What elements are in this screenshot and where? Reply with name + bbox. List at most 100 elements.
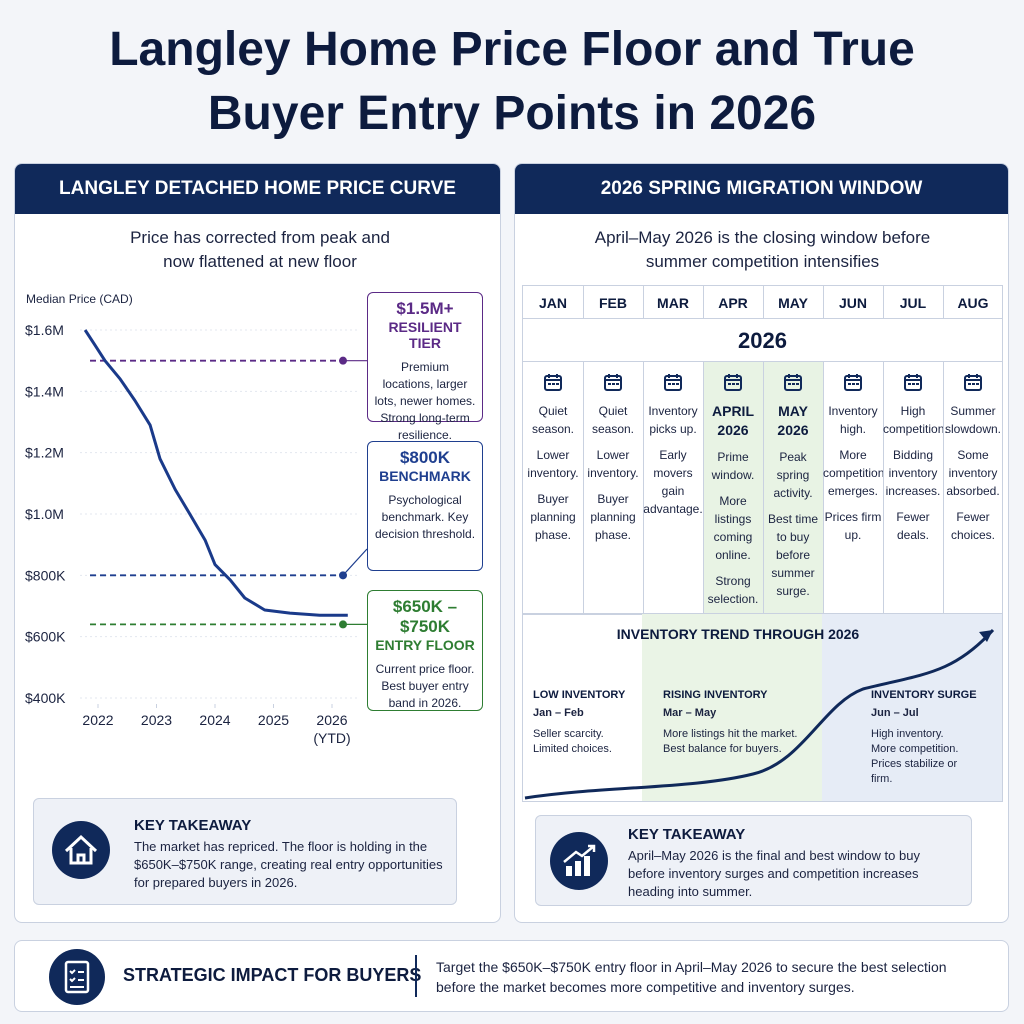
month-label: MAR: [657, 295, 689, 311]
trend-curve: [524, 628, 995, 800]
x-tick-label: 2023: [140, 712, 173, 728]
column-divider: [763, 362, 764, 614]
month-notes: MAY 2026 Peak spring activity. Best time t…: [763, 402, 823, 608]
calendar-icon: [784, 374, 802, 391]
phase-note: Seller scarcity.: [533, 728, 604, 740]
inventory-trend: INVENTORY TREND THROUGH 2026 LOW INVENTO…: [522, 613, 1003, 802]
strategic-text: Target the $650K–$750K entry floor in Ap…: [436, 959, 947, 995]
phase-title: LOW INVENTORY: [533, 689, 626, 701]
month-note: Fewer choices.: [950, 510, 996, 542]
phase-period: Jun – Jul: [871, 707, 919, 719]
surge-band: [822, 614, 1002, 801]
month-note: Inventory high.: [828, 404, 878, 436]
clipboard-icon: [49, 949, 105, 1005]
calendar-icon: [544, 374, 562, 391]
calendar-year: 2026: [523, 318, 1002, 362]
panel-header: 2026 SPRING MIGRATION WINDOW: [515, 164, 1008, 214]
panel-subtitle: April–May 2026 is the closing window bef…: [594, 228, 931, 271]
month-heading: APRIL 2026: [712, 403, 754, 438]
page-title: Langley Home Price Floor and True Buyer …: [109, 23, 915, 140]
column-divider: [823, 286, 824, 318]
month-label: APR: [718, 295, 748, 311]
callout-text: Current price floor. Best buyer entry ba…: [375, 662, 475, 710]
month-label: JAN: [538, 295, 567, 311]
column-divider: [943, 286, 944, 318]
callout-box: $650K – $750K ENTRY FLOOR Current price fl…: [367, 590, 483, 711]
callout-heading: $1.5M+: [396, 299, 454, 318]
x-tick-label: 2026 (YTD): [313, 712, 351, 746]
column-divider: [643, 286, 644, 318]
strategic-bar: STRATEGIC IMPACT FOR BUYERS Target the $…: [14, 940, 1009, 1012]
column-divider: [703, 286, 704, 318]
highlight-column: [763, 362, 824, 614]
calendar-icon: [964, 374, 982, 391]
month-heading: MAY 2026: [777, 403, 809, 438]
phase-period: Jan – Feb: [533, 707, 584, 719]
callout-box: $1.5M+ RESILIENT TIER Premium locations, l…: [367, 292, 483, 442]
month-label: JUN: [838, 295, 867, 311]
highlight-column: [703, 362, 764, 614]
callout-heading: $800K: [399, 448, 451, 467]
phase-note: Limited choices.: [533, 743, 612, 755]
callout-subheading: BENCHMARK: [379, 468, 471, 484]
phase-note: More competition.: [871, 743, 959, 755]
month-note: More listings coming online.: [713, 494, 753, 562]
x-tick-label: 2022: [82, 712, 114, 728]
calendar-icon: [904, 374, 922, 391]
month-note: Fewer deals.: [896, 510, 930, 542]
column-divider: [823, 362, 824, 614]
divider: [415, 955, 417, 997]
takeaway-heading: KEY TAKEAWAY: [134, 817, 252, 834]
month-note: Peak spring activity.: [773, 450, 813, 500]
takeaway-heading: KEY TAKEAWAY: [628, 826, 746, 843]
column-divider: [703, 362, 704, 614]
month-note: High competition.: [883, 404, 948, 436]
month-label: MAY: [778, 295, 808, 311]
month-notes: Summer slowdown. Some inventory absorbed.…: [943, 402, 1003, 552]
month-note: Buyer planning phase.: [530, 492, 576, 542]
phase-title: RISING INVENTORY: [663, 689, 768, 701]
month-notes: Quiet season. Lower inventory. Buyer plann…: [583, 402, 643, 552]
month-notes: Inventory picks up. Early movers gain adv…: [643, 402, 703, 526]
month-note: Prices firm up.: [824, 510, 882, 542]
month-label: AUG: [957, 295, 989, 311]
calendar-icon: [844, 374, 862, 391]
month-notes: Inventory high. More competition emerges.…: [823, 402, 885, 552]
phase-period: Mar – May: [663, 707, 717, 719]
month-note: Quiet season.: [531, 404, 575, 436]
phase-note: Prices stabilize or firm.: [871, 758, 958, 785]
month-label: FEB: [599, 295, 627, 311]
column-divider: [943, 362, 944, 614]
callout-text: Psychological benchmark. Key decision th…: [374, 493, 476, 541]
panel-header: LANGLEY DETACHED HOME PRICE CURVE: [15, 164, 500, 214]
month-note: More competition emerges.: [823, 448, 885, 498]
month-note: Some inventory absorbed.: [946, 448, 1000, 498]
column-divider: [643, 362, 644, 614]
month-note: Bidding inventory increases.: [885, 448, 941, 498]
month-notes: High competition. Bidding inventory incre…: [883, 402, 948, 552]
takeaway-box: KEY TAKEAWAY The market has repriced. Th…: [33, 798, 457, 905]
column-divider: [883, 362, 884, 614]
panel-subtitle: Price has corrected from peak and now fl…: [130, 228, 390, 271]
takeaway-box: KEY TAKEAWAY April–May 2026 is the final…: [535, 815, 972, 906]
month-note: Summer slowdown.: [944, 404, 1002, 436]
callout-heading: $650K – $750K: [392, 597, 458, 636]
chart-icon: [550, 832, 608, 890]
month-label: JUL: [899, 295, 927, 311]
takeaway-text: April–May 2026 is the final and best win…: [628, 848, 920, 899]
x-tick-label: 2025: [257, 712, 290, 728]
phase: INVENTORY SURGE Jun – Jul High inventory. M…: [871, 688, 981, 787]
month-note: Quiet season.: [591, 404, 635, 436]
column-divider: [763, 286, 764, 318]
calendar-icon: [724, 374, 742, 391]
month-note: Inventory picks up.: [648, 404, 698, 436]
phase: LOW INVENTORY Jan – Feb Seller scarcity. Li…: [533, 688, 673, 757]
strategic-heading: STRATEGIC IMPACT FOR BUYERS: [123, 965, 422, 985]
month-notes: Quiet season. Lower inventory. Buyer plann…: [523, 402, 583, 552]
month-note: Buyer planning phase.: [590, 492, 636, 542]
phase-note: More listings hit the market.: [663, 728, 798, 740]
month-notes: APRIL 2026 Prime window. More listings com…: [703, 402, 763, 616]
rising-band: [642, 614, 822, 801]
column-divider: [883, 286, 884, 318]
